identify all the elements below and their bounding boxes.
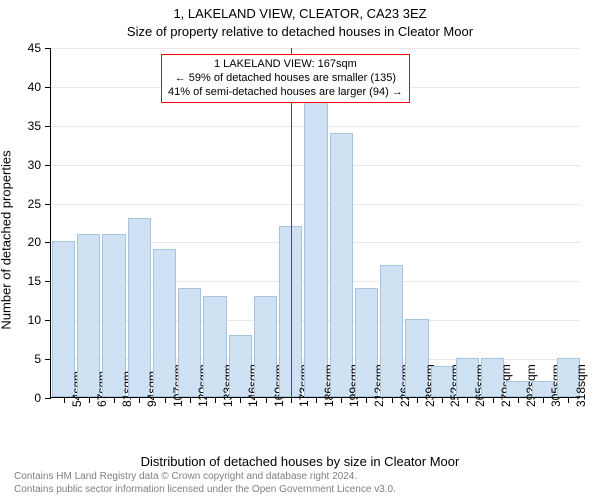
x-tick <box>240 397 241 403</box>
annotation-line: 41% of semi-detached houses are larger (… <box>168 86 403 100</box>
x-tick <box>316 397 317 403</box>
y-tick-label: 15 <box>28 274 51 288</box>
x-tick <box>467 397 468 403</box>
x-tick <box>139 397 140 403</box>
y-tick-label: 25 <box>28 197 51 211</box>
y-tick-label: 30 <box>28 158 51 172</box>
x-tick <box>165 397 166 403</box>
x-tick <box>543 397 544 403</box>
x-tick <box>518 397 519 403</box>
annotation-line: ← 59% of detached houses are smaller (13… <box>168 72 403 86</box>
footer-text: Contains HM Land Registry data © Crown c… <box>14 471 396 496</box>
bar <box>330 133 353 397</box>
x-tick <box>291 397 292 403</box>
chart-title: 1, LAKELAND VIEW, CLEATOR, CA23 3EZ <box>0 6 600 21</box>
y-tick-label: 5 <box>34 352 51 366</box>
y-axis-label: Number of detached properties <box>0 150 14 329</box>
x-tick <box>366 397 367 403</box>
y-tick-label: 0 <box>34 391 51 405</box>
x-tick <box>392 397 393 403</box>
annotation-box: 1 LAKELAND VIEW: 167sqm← 59% of detached… <box>161 54 410 103</box>
y-tick-label: 10 <box>28 313 51 327</box>
x-tick-label: 318sqm <box>574 364 588 407</box>
chart-subtitle: Size of property relative to detached ho… <box>0 24 600 39</box>
x-tick <box>114 397 115 403</box>
plot-area: 05101520253035404554sqm67sqm81sqm94sqm10… <box>50 48 580 398</box>
x-tick <box>64 397 65 403</box>
y-tick-label: 40 <box>28 80 51 94</box>
x-tick <box>417 397 418 403</box>
bar <box>304 86 327 397</box>
y-tick-label: 20 <box>28 235 51 249</box>
footer-line: Contains public sector information licen… <box>14 484 396 497</box>
gridline <box>51 48 580 49</box>
x-axis-label: Distribution of detached houses by size … <box>0 454 600 469</box>
x-tick <box>266 397 267 403</box>
chart-container: 1, LAKELAND VIEW, CLEATOR, CA23 3EZ Size… <box>0 0 600 500</box>
x-tick <box>215 397 216 403</box>
x-tick <box>341 397 342 403</box>
footer-line: Contains HM Land Registry data © Crown c… <box>14 471 396 484</box>
y-tick-label: 35 <box>28 119 51 133</box>
x-tick <box>568 397 569 403</box>
annotation-line: 1 LAKELAND VIEW: 167sqm <box>168 58 403 72</box>
x-tick <box>442 397 443 403</box>
x-tick <box>493 397 494 403</box>
x-tick <box>190 397 191 403</box>
y-tick-label: 45 <box>28 41 51 55</box>
x-tick <box>89 397 90 403</box>
